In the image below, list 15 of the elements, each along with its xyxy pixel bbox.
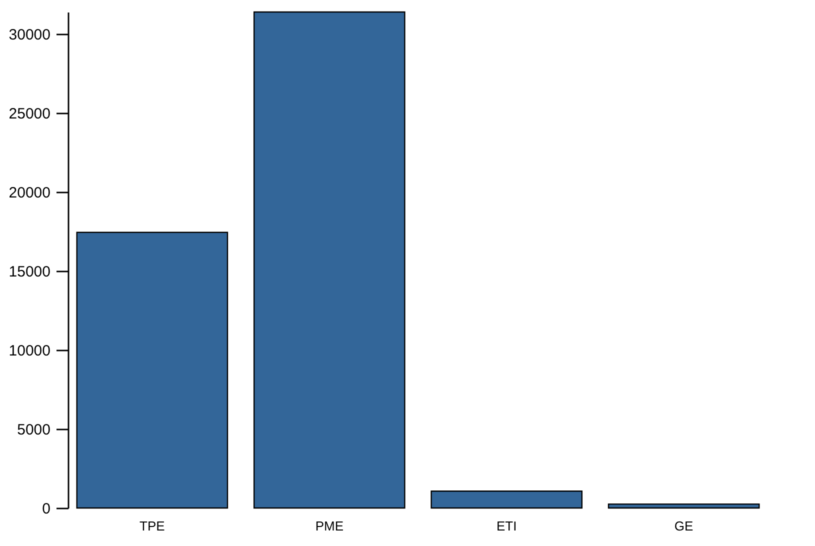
x-tick-label: PME (315, 518, 344, 534)
y-tick-label: 15000 (8, 264, 50, 281)
y-tick-label: 20000 (8, 184, 50, 202)
y-tick-label: 0 (42, 500, 50, 518)
y-tick-label: 30000 (8, 26, 50, 44)
bar (608, 503, 760, 509)
y-tick-label: 10000 (8, 342, 50, 360)
x-tick-label: GE (674, 518, 694, 534)
bar (76, 232, 228, 509)
x-tick-label: TPE (140, 518, 166, 534)
y-tick-label: 5000 (17, 422, 50, 439)
bar (430, 490, 583, 509)
bar (253, 11, 406, 509)
y-tick-label: 25000 (8, 106, 50, 123)
x-tick-label: ETI (496, 518, 517, 534)
